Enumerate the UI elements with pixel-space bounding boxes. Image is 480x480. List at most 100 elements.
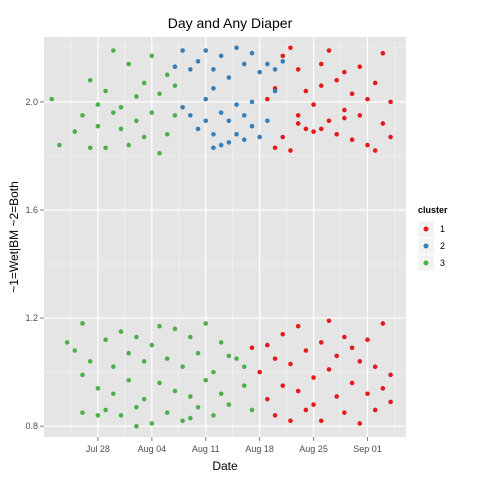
data-point-cluster-3 [211, 369, 216, 375]
data-point-cluster-3 [80, 372, 85, 378]
legend-label-3: 3 [440, 258, 445, 268]
data-point-cluster-1 [295, 113, 301, 118]
data-point-cluster-1 [334, 353, 339, 359]
data-point-cluster-3 [111, 364, 116, 370]
data-point-cluster-1 [388, 372, 393, 378]
data-point-cluster-3 [157, 91, 162, 97]
data-point-cluster-3 [134, 334, 139, 340]
data-point-cluster-2 [257, 134, 262, 140]
data-point-cluster-2 [226, 140, 232, 145]
data-point-cluster-1 [265, 396, 270, 402]
data-point-cluster-2 [211, 131, 216, 137]
data-point-cluster-3 [134, 94, 139, 99]
x-tick-label: Aug 18 [245, 444, 274, 454]
data-point-cluster-1 [280, 383, 286, 388]
data-point-cluster-1 [288, 418, 293, 424]
data-point-cluster-2 [218, 142, 224, 148]
data-point-cluster-1 [280, 53, 286, 59]
data-point-cluster-2 [203, 48, 209, 53]
data-point-cluster-1 [334, 77, 339, 83]
data-point-cluster-1 [326, 367, 332, 372]
data-point-cluster-3 [149, 342, 155, 348]
data-point-cluster-1 [318, 61, 324, 67]
y-axis-title: ~1=Wet|BM ~2=Both [7, 181, 21, 293]
data-point-cluster-2 [188, 113, 193, 118]
data-point-cluster-3 [164, 356, 170, 361]
data-point-cluster-1 [388, 399, 393, 405]
data-point-cluster-1 [272, 356, 278, 361]
data-point-cluster-3 [87, 77, 93, 83]
data-point-cluster-3 [118, 413, 124, 418]
data-point-cluster-1 [326, 118, 332, 124]
minor-gridlines [44, 37, 406, 437]
data-point-cluster-3 [172, 113, 178, 118]
data-point-cluster-1 [372, 80, 378, 86]
y-axis-ticks: 0.8 1.2 1.6 2.0 [25, 97, 44, 431]
data-point-cluster-1 [380, 386, 386, 391]
data-point-cluster-1 [334, 131, 339, 137]
legend-title: cluster [418, 205, 448, 215]
data-point-cluster-2 [241, 113, 247, 118]
data-point-cluster-2 [226, 118, 232, 124]
data-point-cluster-3 [72, 129, 78, 134]
data-point-cluster-3 [118, 104, 124, 110]
data-point-cluster-2 [272, 88, 278, 94]
data-point-cluster-1 [272, 413, 278, 418]
data-point-cluster-2 [211, 145, 216, 151]
legend-swatch-2 [423, 243, 429, 249]
data-point-cluster-1 [342, 107, 347, 113]
data-point-cluster-3 [241, 364, 247, 370]
data-point-cluster-1 [295, 323, 301, 329]
data-point-cluster-2 [188, 67, 193, 72]
data-point-cluster-1 [295, 67, 301, 72]
data-point-cluster-2 [241, 61, 247, 67]
legend-label-1: 1 [440, 224, 445, 234]
data-point-cluster-3 [87, 145, 93, 151]
data-point-cluster-2 [180, 48, 185, 53]
y-tick-label: 1.2 [25, 313, 38, 323]
data-point-cluster-1 [326, 318, 332, 324]
data-point-cluster-3 [164, 410, 170, 415]
data-point-cluster-1 [318, 418, 324, 424]
data-point-cluster-2 [211, 86, 216, 91]
data-point-cluster-1 [372, 148, 378, 153]
data-point-cluster-3 [95, 413, 101, 418]
data-point-cluster-1 [357, 421, 363, 426]
data-point-cluster-1 [380, 321, 386, 326]
data-point-cluster-3 [188, 334, 193, 340]
data-point-cluster-2 [234, 102, 239, 107]
data-point-cluster-3 [149, 53, 155, 59]
data-point-cluster-2 [195, 59, 201, 64]
data-point-cluster-1 [349, 345, 355, 351]
data-point-cluster-1 [295, 121, 301, 126]
data-point-cluster-3 [141, 396, 147, 402]
data-point-cluster-1 [357, 64, 363, 70]
data-point-cluster-2 [211, 67, 216, 72]
x-tick-label: Aug 11 [192, 444, 220, 454]
data-point-cluster-1 [365, 391, 370, 397]
data-point-cluster-3 [126, 350, 132, 356]
data-point-cluster-3 [87, 359, 93, 364]
data-point-cluster-3 [211, 413, 216, 418]
data-point-cluster-1 [342, 410, 347, 415]
chart-title: Day and Any Diaper [168, 15, 293, 31]
data-point-cluster-1 [288, 45, 293, 51]
data-point-cluster-1 [349, 380, 355, 386]
data-point-cluster-3 [157, 323, 162, 329]
data-point-cluster-2 [172, 64, 178, 70]
data-point-cluster-1 [357, 359, 363, 364]
data-point-cluster-1 [249, 345, 255, 351]
data-point-cluster-3 [149, 421, 155, 426]
data-point-cluster-3 [118, 329, 124, 334]
data-point-cluster-1 [349, 91, 355, 97]
data-point-cluster-3 [141, 359, 147, 364]
data-point-cluster-3 [172, 83, 178, 88]
data-point-cluster-1 [365, 96, 370, 102]
data-point-cluster-2 [265, 118, 270, 124]
data-point-cluster-3 [134, 423, 139, 429]
data-point-cluster-1 [303, 407, 309, 413]
data-point-cluster-2 [257, 69, 262, 75]
data-point-cluster-1 [318, 83, 324, 88]
data-point-cluster-1 [365, 142, 370, 148]
data-point-cluster-3 [72, 348, 78, 353]
